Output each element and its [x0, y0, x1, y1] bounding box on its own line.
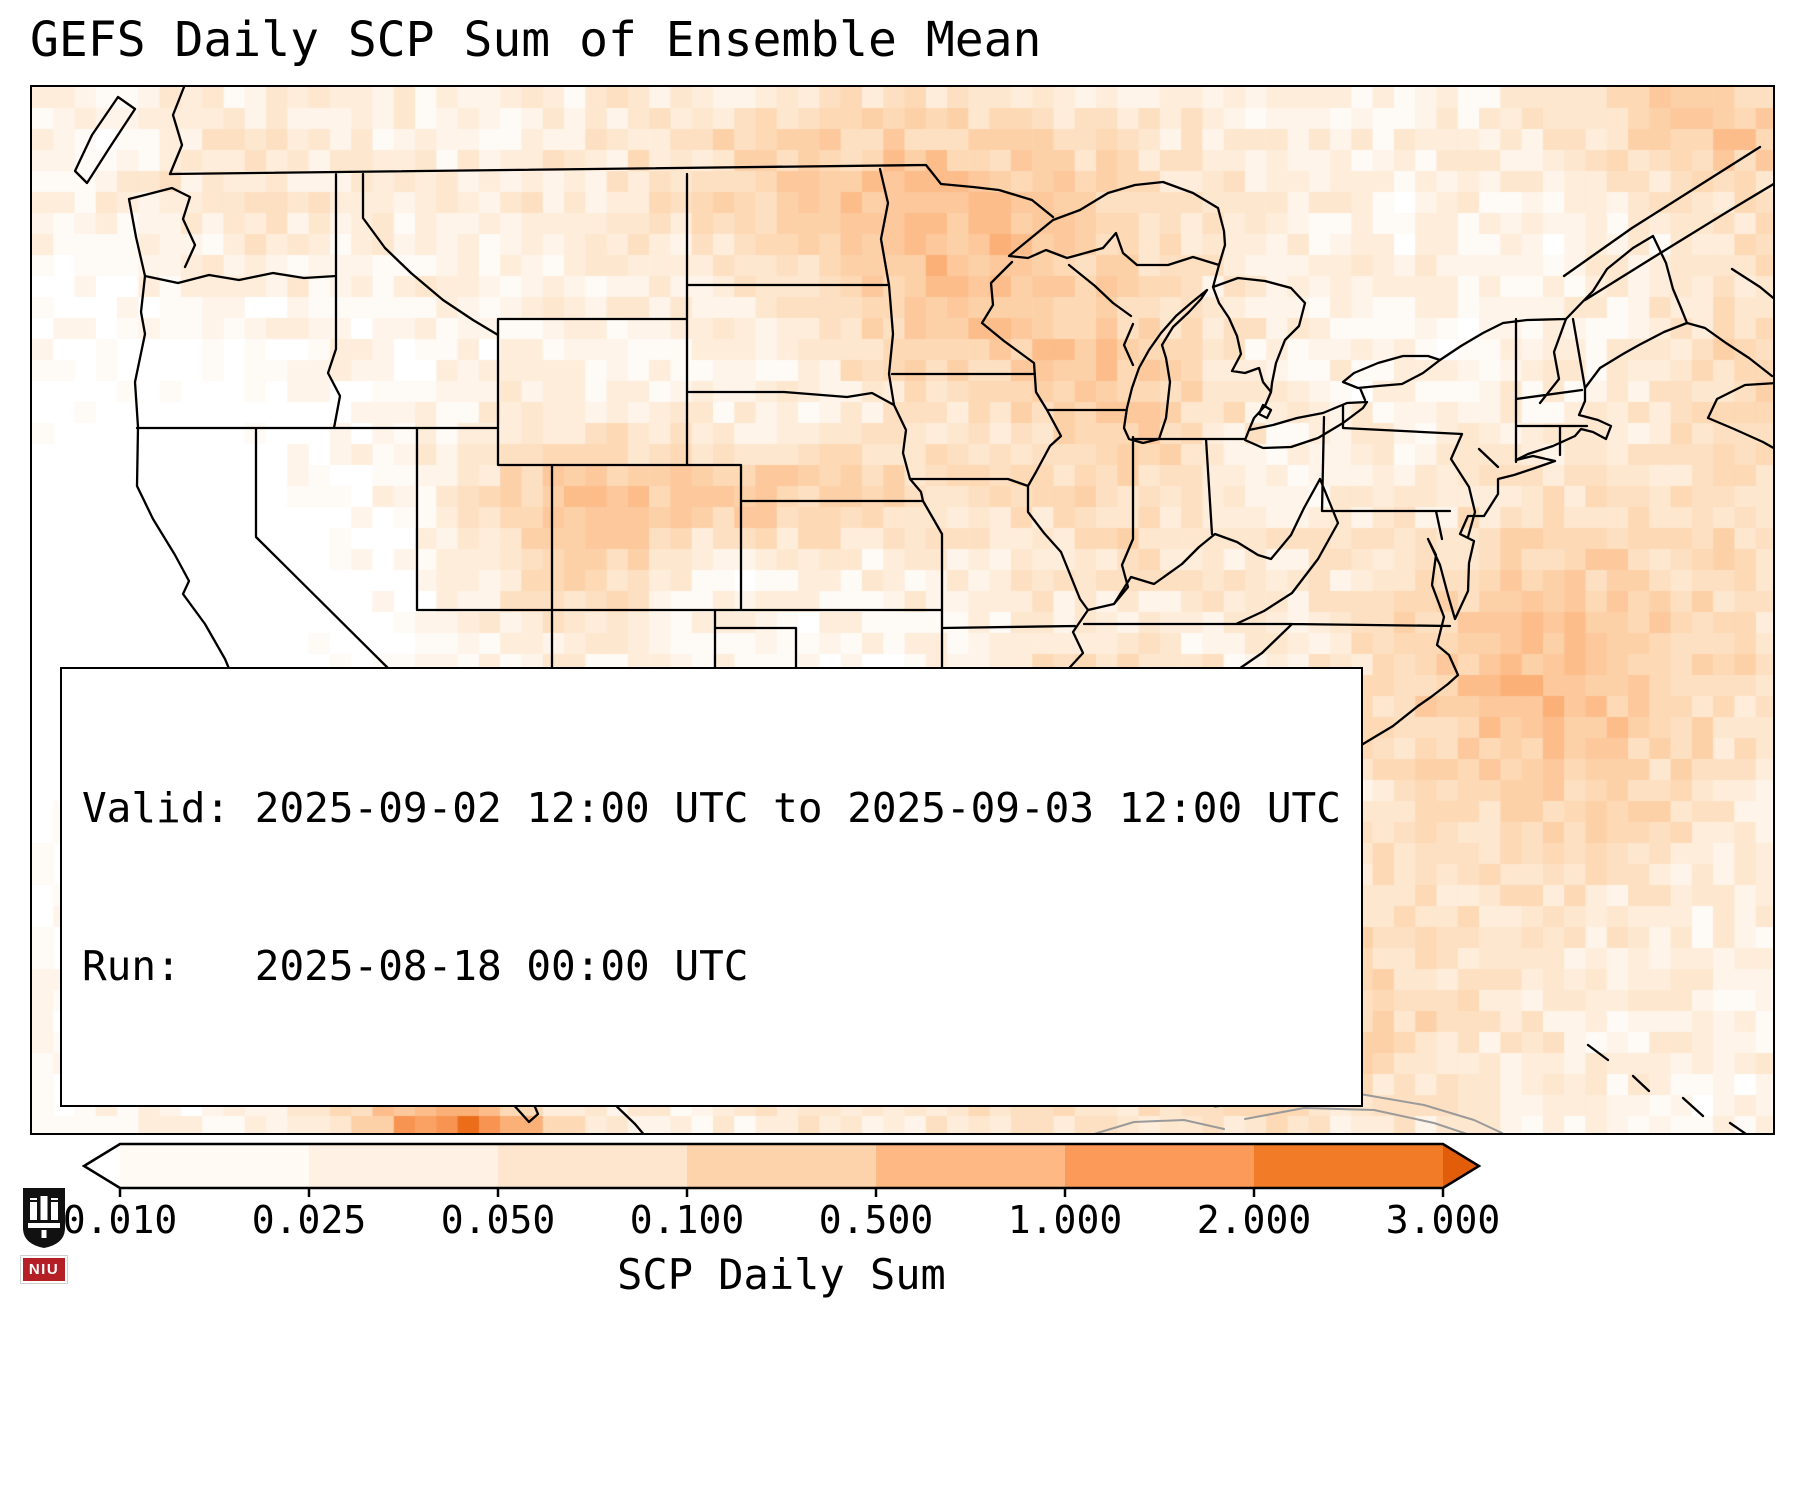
- great-lakes-outline: [1007, 180, 1568, 450]
- colorbar-tick-labels: 0.010 0.025 0.050 0.100 0.500 1.000 2.000 3.000: [63, 1198, 1500, 1246]
- niu-logo: NIU: [20, 1186, 72, 1284]
- colorbar-segment: [876, 1144, 1065, 1188]
- colorbar-segment: [1254, 1144, 1443, 1188]
- niu-shield-icon: [23, 1188, 65, 1248]
- map-plot: Valid: 2025-09-02 12:00 UTC to 2025-09-0…: [30, 85, 1775, 1135]
- niu-banner: NIU: [20, 1255, 68, 1284]
- colorbar-tick-label: 0.050: [440, 1198, 556, 1242]
- validity-info-box: Valid: 2025-09-02 12:00 UTC to 2025-09-0…: [60, 667, 1363, 1107]
- colorbar-tick-label: 3.000: [1385, 1198, 1501, 1242]
- colorbar-under-arrow: [84, 1144, 120, 1188]
- colorbar-segment: [1065, 1144, 1254, 1188]
- figure-title: GEFS Daily SCP Sum of Ensemble Mean: [30, 12, 1042, 68]
- colorbar: [81, 1142, 1482, 1197]
- colorbar-tick-label: 0.025: [251, 1198, 367, 1242]
- run-time-text: Run: 2025-08-18 00:00 UTC: [82, 941, 749, 990]
- colorbar-tick-label: 1.000: [1007, 1198, 1123, 1242]
- colorbar-tick-label: 0.010: [62, 1198, 178, 1242]
- niu-castle-icon: [28, 1196, 60, 1238]
- colorbar-tick-label: 0.500: [818, 1198, 934, 1242]
- colorbar-segment: [120, 1144, 309, 1188]
- colorbar-segment: [498, 1144, 687, 1188]
- valid-time-text: Valid: 2025-09-02 12:00 UTC to 2025-09-0…: [82, 784, 1341, 833]
- niu-banner-text: NIU: [28, 1261, 60, 1278]
- colorbar-tick-marks: [118, 1188, 1445, 1197]
- colorbar-over-arrow: [1443, 1144, 1479, 1188]
- colorbar-segment: [687, 1144, 876, 1188]
- colorbar-segment: [309, 1144, 498, 1188]
- colorbar-tick-label: 0.100: [629, 1198, 745, 1242]
- colorbar-tick-label: 2.000: [1196, 1198, 1312, 1242]
- colorbar-label: SCP Daily Sum: [617, 1250, 946, 1299]
